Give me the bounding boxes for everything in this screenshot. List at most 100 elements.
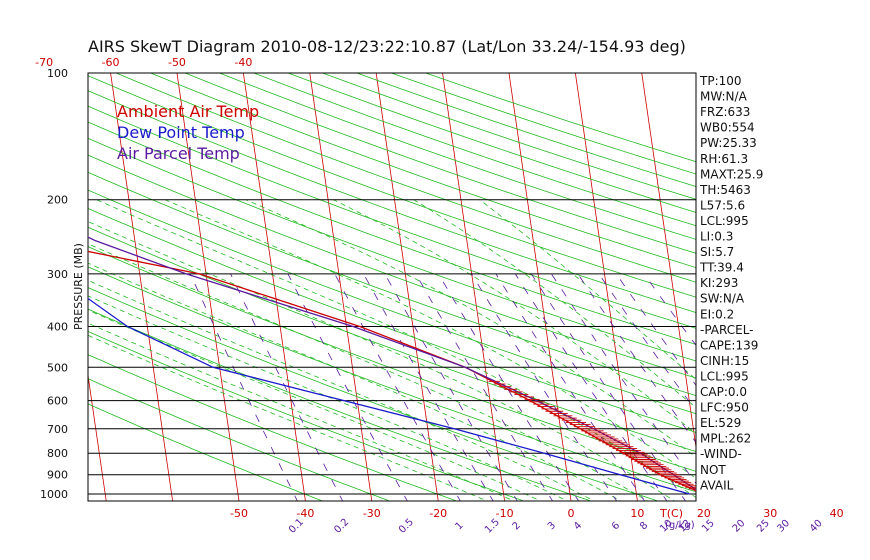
isotherm-line [775,73,837,501]
profile-lines [88,236,696,495]
mixing-ratio-line [495,273,646,501]
bottom-temperature-tick-label: 30 [763,507,777,520]
moist-adiabat-line [245,199,696,458]
isotherm-line [242,73,306,501]
mixing-ratio-line [189,273,298,501]
moist-adiabat-line [88,221,676,501]
dry-adiabat-line [88,403,324,501]
pressure-tick-label: 600 [47,395,68,408]
dry-adiabat-line [88,331,525,501]
pressure-tick-label: 900 [47,469,68,482]
mixing-ratio-line [287,273,408,501]
moist-adiabat-line [88,322,515,501]
top-temperature-tick-label: -50 [168,56,186,69]
dry-adiabat-line [88,308,593,501]
series-line-air-parcel-temp [88,236,696,491]
stat-entry: EL:529 [700,416,741,430]
stat-entry: TP:100 [699,74,742,88]
dry-adiabat-line [88,171,696,397]
isotherm-line [176,73,240,501]
legend-entry: Air Parcel Temp [117,144,240,163]
dry-adiabat-line [88,105,696,329]
isotherm-line [309,73,373,501]
dry-adiabat-line [88,121,696,345]
y-axis-label: PRESSURE (MB) [72,243,85,330]
mixing-ratio-tick-label: 3 [546,520,558,532]
top-temperature-ticks: -120-110-100-90-80-70-60-50-40 [35,56,252,69]
mixing-ratio-tick-label: 15 [700,518,717,535]
isotherm-line [375,73,439,501]
isotherm-line [508,73,572,501]
mixing-ratio-tick-label: 25 [755,518,772,535]
stat-entry: RH:61.3 [700,152,748,166]
stat-entry: MW:N/A [700,90,748,104]
mixing-ratio-tick-label: 40 [808,518,825,535]
stat-entry: FRZ:633 [700,105,750,119]
stat-entry: CAP:0.0 [700,385,747,399]
mixing-ratio-tick-label: 0.5 [397,517,416,536]
x-axis-label: T(C) [659,507,683,520]
mixing-ratio-tick-label: 8 [638,520,650,532]
bottom-temperature-tick-label: -10 [496,507,514,520]
dry-adiabat-line [88,266,696,493]
plot-frame [87,72,697,502]
moist-adiabat-line [88,243,649,501]
stat-entry: -PARCEL- [700,323,754,337]
bottom-temperature-tick-label: -20 [429,507,447,520]
dry-adiabat-line [88,207,696,433]
stat-entry: EI:0.2 [700,307,734,321]
mixing-ratio-tick-label: 0.2 [332,517,351,536]
stat-entry: TH:5463 [699,183,751,197]
moist-adiabat-line [164,199,696,479]
dry-adiabat-line [88,246,696,472]
mixing-ratio-tick-label: 2 [511,520,523,532]
stat-entry: WB0:554 [700,121,755,135]
mixing-ratio-tick-label: 4 [572,520,584,532]
stat-entry: LCL:995 [700,214,749,228]
dry-adiabat-line [88,154,696,379]
dry-adiabat-line [88,90,696,313]
stat-entry: PW:25.33 [700,136,757,150]
dry-adiabat-line [149,73,696,269]
mixing-ratio-line [334,273,461,501]
pressure-tick-label: 800 [47,447,68,460]
mixing-ratio-tick-label: 30 [775,518,792,535]
moist-adiabat-line [88,295,569,501]
moist-adiabat-line [333,199,696,434]
pressure-tick-label: 200 [47,194,68,207]
mixing-ratio-line [577,273,696,444]
stat-entry: MPL:262 [700,432,751,446]
mixing-ratio-line [230,273,344,501]
mixing-ratio-line [363,273,494,501]
moist-adiabat-line [88,309,542,501]
mixing-ratio-tick-label: 20 [731,518,748,535]
dry-adiabat-line [115,73,696,283]
stat-entry: LI:0.3 [700,230,733,244]
moist-adiabat-line [88,279,596,501]
moist-adiabat-line [88,262,622,501]
stat-entry: SW:N/A [700,292,745,306]
pressure-ticks: 100 200 300 400 500 600 700 800 900 1000 [40,67,68,501]
mixing-ratio-tick-label: 1 [453,520,465,532]
stat-entry: KI:293 [700,276,738,290]
dry-adiabat-line [321,73,696,200]
mixing-ratio-unit-label: (g/kg) [665,520,695,531]
dry-adiabat-line [390,73,696,175]
dry-adiabat-line [88,75,696,298]
dry-adiabat-line [183,73,696,254]
mixing-ratio-line [415,273,554,501]
dry-adiabat-line [88,189,696,415]
mixing-ratio-line [471,273,618,501]
mixing-ratio-line [514,273,668,501]
bottom-temperature-tick-label: -30 [363,507,381,520]
dry-adiabat-line [88,287,660,501]
pressure-tick-label: 100 [47,67,68,80]
stat-entry: AVAIL [700,478,734,492]
series-line-ambient-air-temp [88,250,696,492]
isotherm-line [110,73,174,501]
stat-entry: CINH:15 [700,354,749,368]
pressure-tick-label: 400 [47,320,68,333]
isotherm-line [841,73,870,501]
stat-entry: L57:5.6 [700,198,745,212]
